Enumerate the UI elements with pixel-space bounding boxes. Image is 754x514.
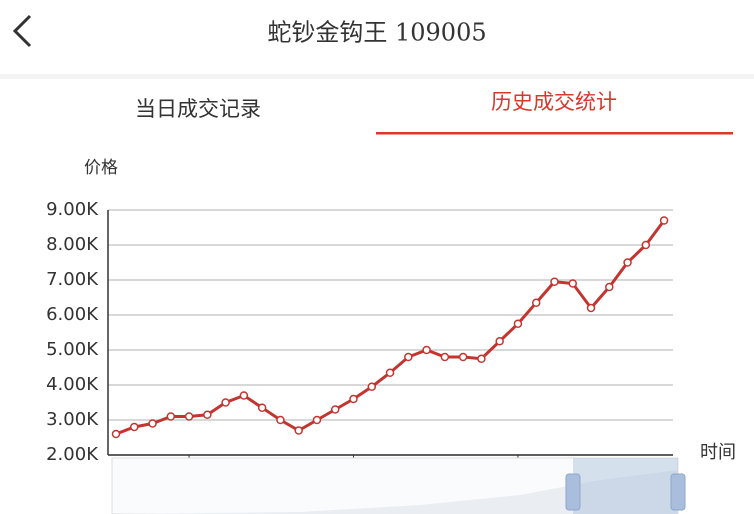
- top-bar: [0, 0, 754, 74]
- data-point: [257, 403, 267, 412]
- data-point: [641, 240, 651, 250]
- data-point: [477, 354, 486, 363]
- data-point: [221, 398, 230, 407]
- data-point: [239, 391, 249, 400]
- zoom-preview: [112, 470, 678, 514]
- y-tick-label: 5.00K: [46, 339, 99, 360]
- zoom-handle[interactable]: [670, 473, 686, 511]
- price-line: [115, 219, 666, 436]
- x-axis-label: 时间: [700, 442, 736, 463]
- data-point: [184, 412, 194, 421]
- data-point: [659, 216, 669, 225]
- data-point: [568, 279, 577, 288]
- tab[interactable]: 当日成交记录: [135, 97, 261, 121]
- data-point: [276, 415, 285, 425]
- data-point: [349, 394, 358, 404]
- data-point: [312, 415, 322, 425]
- data-point: [111, 429, 121, 439]
- data-point: [404, 352, 413, 362]
- data-point: [166, 412, 176, 421]
- data-point: [531, 298, 541, 307]
- y-tick-label: 6.00K: [46, 304, 99, 325]
- zoom-handle[interactable]: [565, 473, 581, 511]
- zoom-window[interactable]: [573, 458, 678, 514]
- data-point: [294, 426, 303, 435]
- y-tick-label: 8.00K: [46, 234, 99, 255]
- data-point: [203, 410, 212, 419]
- data-point: [130, 422, 139, 432]
- tab-underline: [376, 132, 733, 135]
- data-point: [422, 345, 431, 355]
- page-title: 蛇钞金钩王 109005: [267, 19, 486, 47]
- y-tick-label: 7.00K: [46, 269, 99, 290]
- data-point: [440, 352, 450, 362]
- data-point: [148, 419, 157, 428]
- y-tick-label: 3.00K: [46, 409, 99, 430]
- tab-active[interactable]: 历史成交统计: [491, 90, 617, 114]
- back-button[interactable]: [12, 14, 32, 48]
- y-axis-label: 价格: [84, 158, 118, 178]
- y-tick-label: 2.00K: [46, 444, 99, 465]
- data-point: [623, 258, 632, 267]
- data-point: [330, 405, 340, 414]
- y-tick-label: 9.00K: [46, 199, 99, 220]
- data-point: [367, 382, 377, 391]
- data-point: [458, 352, 468, 362]
- data-point: [550, 277, 559, 286]
- data-point: [495, 337, 504, 346]
- data-point: [605, 282, 614, 292]
- data-point: [513, 319, 523, 328]
- data-point: [385, 368, 395, 377]
- y-tick-label: 4.00K: [46, 374, 99, 395]
- divider: [0, 74, 754, 79]
- data-point: [586, 303, 596, 313]
